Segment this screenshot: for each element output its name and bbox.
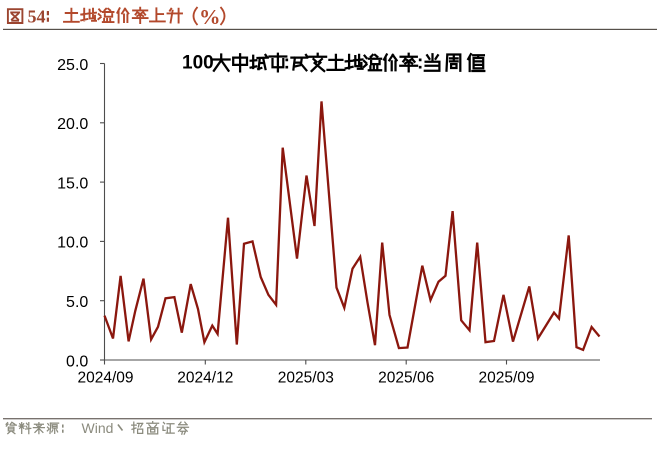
- svg-text:54: 54: [28, 7, 46, 27]
- svg-text:Wind: Wind: [82, 420, 114, 436]
- svg-text:2024/09: 2024/09: [77, 370, 133, 387]
- svg-text:0.0: 0.0: [66, 353, 88, 370]
- svg-text:2025/03: 2025/03: [278, 370, 334, 387]
- svg-text:15.0: 15.0: [57, 175, 88, 192]
- svg-text:25.0: 25.0: [57, 57, 88, 74]
- svg-text:10.0: 10.0: [57, 235, 88, 252]
- svg-text:2025/09: 2025/09: [478, 370, 534, 387]
- svg-text:5.0: 5.0: [66, 294, 88, 311]
- svg-text:%: %: [199, 5, 221, 29]
- svg-text:2024/12: 2024/12: [177, 370, 233, 387]
- svg-text::: :: [417, 53, 423, 74]
- svg-text::: :: [284, 53, 290, 74]
- svg-text:20.0: 20.0: [57, 116, 88, 133]
- svg-text:2025/06: 2025/06: [378, 370, 434, 387]
- svg-text:100: 100: [182, 53, 214, 74]
